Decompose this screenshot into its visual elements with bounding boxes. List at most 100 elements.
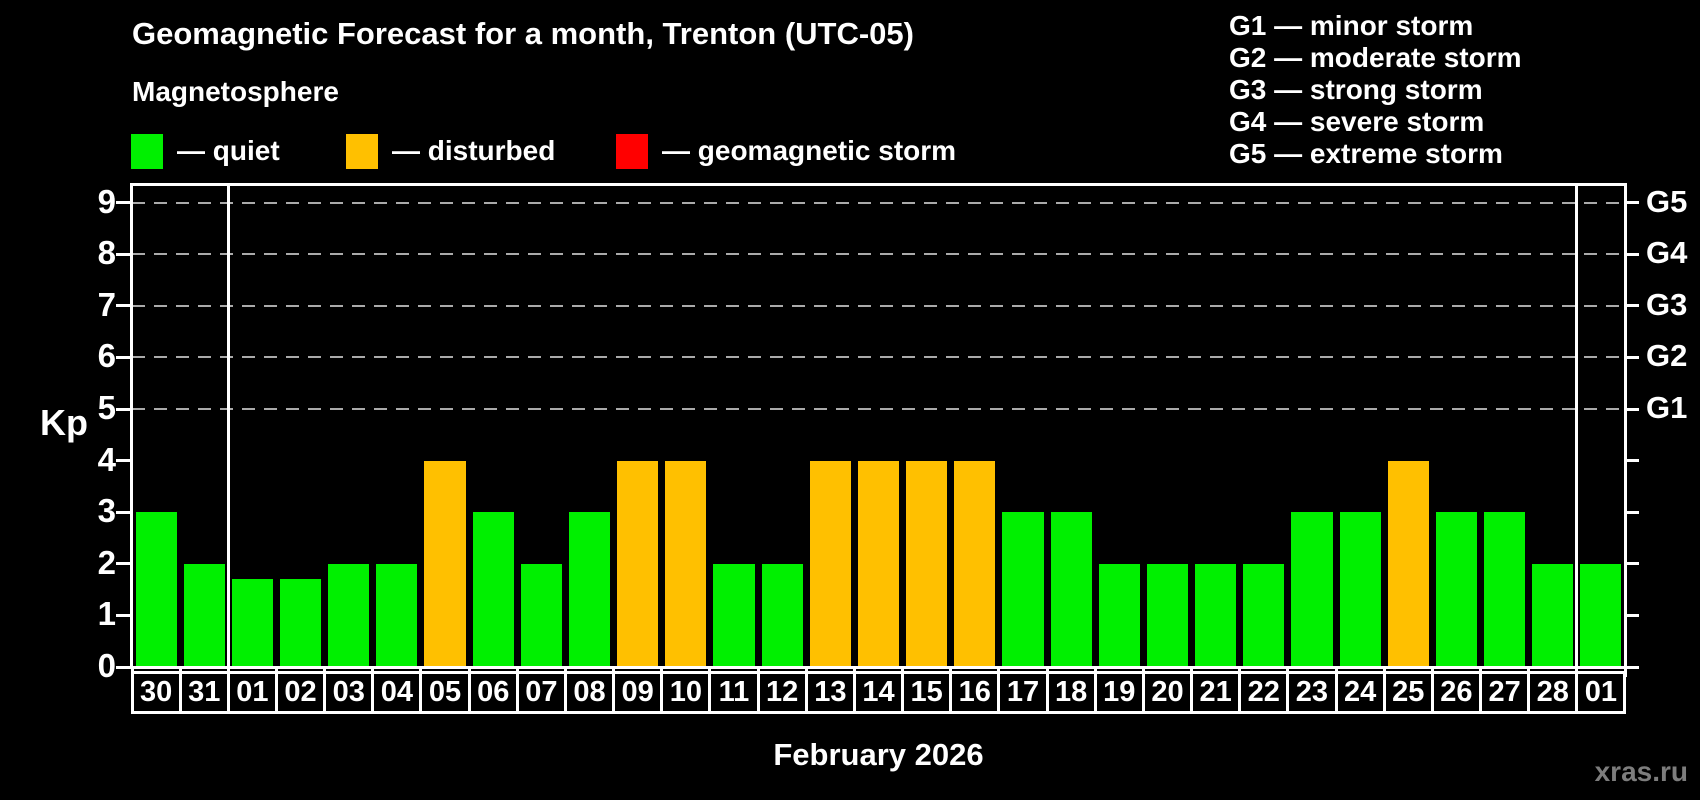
gridline-kp6 bbox=[132, 356, 1625, 359]
bar-day-31 bbox=[183, 563, 225, 667]
y-tick-label: 8 bbox=[97, 234, 116, 272]
bar-day-07 bbox=[520, 563, 562, 667]
y-axis-tick bbox=[116, 201, 130, 205]
day-label-cell: 31 bbox=[178, 671, 230, 714]
y-tick-label: 7 bbox=[97, 285, 116, 323]
y-axis-tick bbox=[116, 304, 130, 308]
y-axis-tick bbox=[116, 407, 130, 411]
y-axis-tick bbox=[116, 252, 130, 256]
day-label-cell: 12 bbox=[756, 671, 808, 714]
legend-item-disturbed: — disturbed bbox=[346, 133, 555, 169]
right-axis-tick bbox=[1625, 355, 1639, 359]
day-label-cell: 19 bbox=[1093, 671, 1145, 714]
day-label-cell: 01 bbox=[226, 671, 278, 714]
g-scale-label-g5: G5 bbox=[1646, 183, 1688, 219]
right-axis-tick bbox=[1625, 665, 1639, 669]
bar-day-30 bbox=[135, 512, 177, 667]
g-scale-label-g4: G4 bbox=[1646, 235, 1688, 271]
day-label-cell: 07 bbox=[515, 671, 567, 714]
month-separator-line bbox=[1575, 183, 1579, 667]
bar-day-15 bbox=[906, 460, 948, 667]
bar-day-22 bbox=[1243, 563, 1285, 667]
x-axis-title: February 2026 bbox=[773, 737, 984, 772]
bar-day-08 bbox=[568, 512, 611, 667]
y-tick-label: 5 bbox=[97, 389, 116, 426]
chart-subtitle: Magnetosphere bbox=[132, 76, 339, 107]
day-label-cell: 09 bbox=[612, 671, 664, 714]
bar-day-01 bbox=[1580, 563, 1622, 667]
legend-label-quiet: — quiet bbox=[177, 135, 280, 166]
day-label-cell: 17 bbox=[997, 671, 1049, 714]
bar-day-24 bbox=[1339, 512, 1381, 667]
y-axis-tick bbox=[116, 562, 130, 566]
bar-day-27 bbox=[1484, 512, 1526, 667]
bar-day-25 bbox=[1387, 460, 1429, 667]
bar-day-13 bbox=[809, 460, 851, 667]
y-tick-label: 0 bbox=[97, 647, 116, 684]
storm-color-swatch bbox=[616, 133, 648, 169]
g2-legend-line: G2 — moderate storm bbox=[1229, 42, 1522, 73]
bar-day-11 bbox=[713, 563, 755, 667]
x-axis-line bbox=[130, 666, 1627, 669]
right-axis-tick bbox=[1625, 562, 1639, 566]
day-label-cell: 10 bbox=[660, 671, 712, 714]
day-label-cell: 03 bbox=[323, 671, 375, 714]
y-tick-label: 1 bbox=[97, 595, 116, 633]
top-border-line bbox=[130, 183, 1627, 186]
bar-day-14 bbox=[857, 460, 900, 667]
y-axis-tick bbox=[116, 355, 130, 359]
day-label-cell: 15 bbox=[901, 671, 953, 714]
legend-item-storm: — geomagnetic storm bbox=[616, 133, 956, 169]
bar-day-20 bbox=[1146, 563, 1189, 667]
g5-legend-line: G5 — extreme storm bbox=[1229, 138, 1503, 169]
day-label-cell: 04 bbox=[371, 671, 423, 714]
g-scale-legend: G1 — minor storm G2 — moderate storm G3 … bbox=[1229, 10, 1522, 170]
day-label-cell: 30 bbox=[130, 671, 182, 714]
month-separator-line bbox=[226, 183, 230, 667]
bar-day-01 bbox=[231, 579, 273, 667]
bar-day-09 bbox=[617, 460, 659, 667]
bar-day-18 bbox=[1050, 512, 1092, 667]
quiet-color-swatch bbox=[131, 133, 163, 169]
g4-legend-line: G4 — severe storm bbox=[1229, 106, 1485, 137]
bar-day-23 bbox=[1291, 512, 1333, 667]
bar-day-16 bbox=[954, 460, 996, 667]
legend-item-quiet: — quiet bbox=[131, 133, 280, 169]
y-axis-title: Kp bbox=[40, 402, 88, 443]
right-axis-tick bbox=[1625, 459, 1639, 463]
disturbed-color-swatch bbox=[346, 133, 378, 169]
right-axis-line bbox=[1624, 183, 1627, 669]
day-label-cell: 22 bbox=[1238, 671, 1290, 714]
day-label-cell: 02 bbox=[274, 671, 327, 714]
day-label-cell: 01 bbox=[1575, 671, 1627, 714]
day-label-cell: 21 bbox=[1190, 671, 1242, 714]
bar-day-26 bbox=[1435, 512, 1477, 667]
y-tick-label: 4 bbox=[97, 440, 116, 478]
y-axis-tick bbox=[116, 459, 130, 463]
g-scale-label-g2: G2 bbox=[1646, 338, 1688, 374]
day-label-cell: 16 bbox=[949, 671, 1001, 714]
day-label-cell: 13 bbox=[804, 671, 856, 714]
y-tick-label: 6 bbox=[97, 337, 116, 375]
y-tick-label: 3 bbox=[97, 492, 116, 530]
day-label-cell: 06 bbox=[467, 671, 519, 714]
g3-legend-line: G3 — strong storm bbox=[1229, 74, 1483, 105]
gridline-kp7 bbox=[132, 304, 1625, 307]
right-axis-tick bbox=[1625, 407, 1639, 411]
day-label-cell: 08 bbox=[563, 671, 616, 714]
legend-label-disturbed: — disturbed bbox=[392, 135, 556, 166]
bar-day-19 bbox=[1098, 563, 1140, 667]
gridline-kp9 bbox=[132, 201, 1625, 204]
day-label-cell: 11 bbox=[708, 671, 760, 714]
y-axis-line bbox=[130, 183, 133, 669]
bar-day-10 bbox=[665, 460, 707, 667]
bar-day-06 bbox=[472, 512, 514, 667]
watermark: xras.ru bbox=[1594, 756, 1688, 787]
y-axis-tick bbox=[116, 613, 130, 617]
day-label-cell: 05 bbox=[419, 671, 471, 714]
day-label-cell: 20 bbox=[1141, 671, 1194, 714]
g-scale-label-g3: G3 bbox=[1646, 286, 1688, 322]
y-tick-label: 2 bbox=[97, 543, 116, 581]
right-axis-tick bbox=[1625, 510, 1639, 514]
